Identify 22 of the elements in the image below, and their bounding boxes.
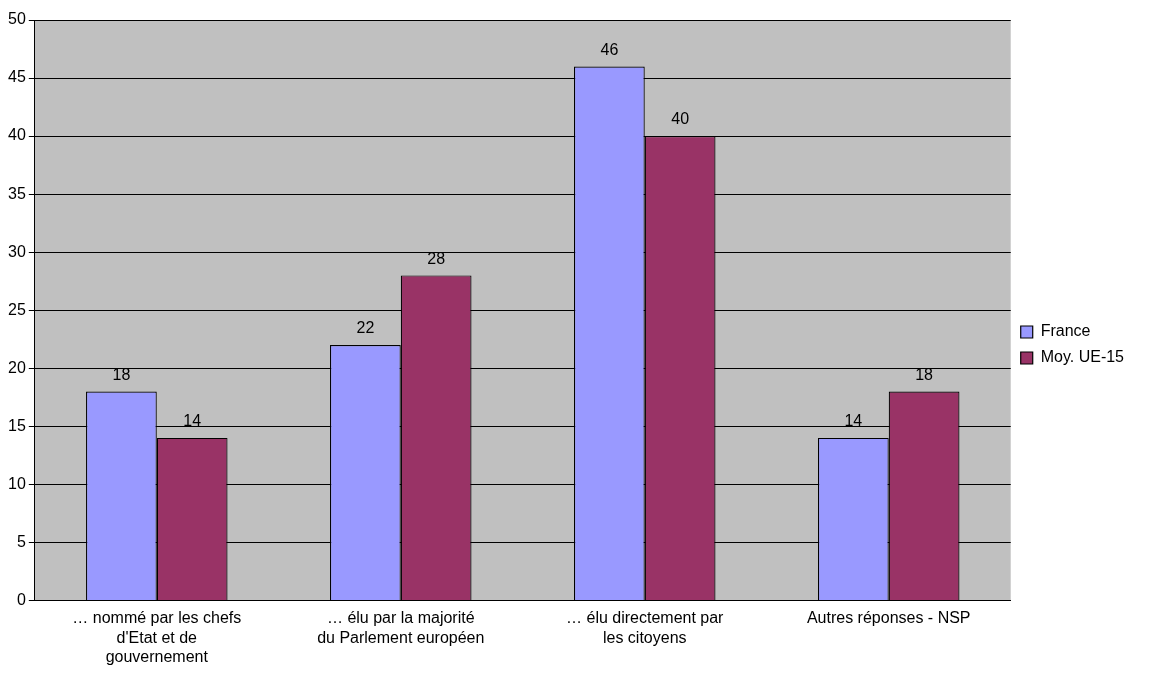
data-label: 14 (844, 412, 863, 430)
y-tick-label: 35 (8, 184, 26, 202)
y-tick-label: 5 (16, 532, 26, 550)
y-tick-label: 30 (8, 242, 26, 260)
legend-label: Moy. UE-15 (1040, 348, 1125, 366)
y-tick-label: 0 (16, 590, 26, 608)
y-tick-label: 20 (8, 358, 26, 376)
x-tick-label: Autres réponses - NSP (806, 609, 971, 627)
data-label: 22 (356, 319, 375, 337)
y-tick-label: 10 (8, 474, 26, 492)
data-label: 46 (600, 40, 619, 58)
x-tick-label: … élu directement par les citoyens (566, 609, 725, 646)
x-tick-label: … élu par la majorité du Parlement européen (317, 609, 485, 646)
y-tick-label: 45 (8, 68, 26, 86)
y-tick-label: 15 (8, 416, 26, 434)
y-tick-label: 40 (8, 126, 26, 144)
x-tick-label: … nommé par les chefs d'Etat et de gouvernement (72, 609, 242, 665)
y-tick-label: 25 (8, 300, 26, 318)
y-tick-label: 50 (8, 10, 26, 28)
data-label: 40 (671, 110, 690, 128)
data-label: 14 (183, 412, 202, 430)
legend-label: France (1040, 322, 1091, 340)
